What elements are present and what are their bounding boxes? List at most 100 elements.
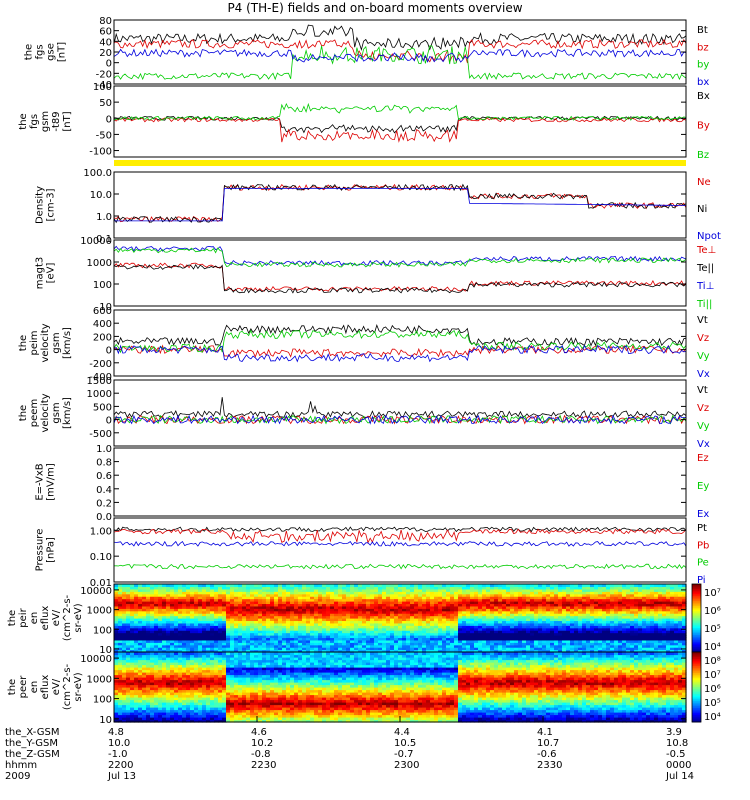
y-tick-label: 10000 xyxy=(80,236,112,247)
series-line-temp-2 xyxy=(113,245,687,266)
footer-value xyxy=(537,771,562,782)
y-tick-label: 100 xyxy=(93,625,112,636)
plot-title: P4 (TH-E) fields and on-board moments ov… xyxy=(227,1,523,15)
footer-value: 4.8 xyxy=(108,727,124,738)
y-tick-label: -20 xyxy=(96,69,112,80)
series-line-fgs_gsm-2 xyxy=(113,102,687,121)
legend-entry: Ex xyxy=(697,509,709,520)
series-line-pressure-3 xyxy=(113,540,687,547)
footer-value: 2200 xyxy=(108,760,134,771)
series-line-peem-0 xyxy=(113,397,687,419)
y-tick-label: 40 xyxy=(99,37,112,48)
y-tick-label: 400 xyxy=(93,319,112,330)
series-line-fgs_gse-3 xyxy=(113,48,687,63)
footer-value: 4.1 xyxy=(537,727,553,738)
footer-column: 4.1 10.7 -0.6 2330 xyxy=(537,727,562,782)
series-line-pressure-2 xyxy=(113,563,687,570)
colorbar-tick-label: 10⁴ xyxy=(704,642,721,653)
series-line-fgs_gse-0 xyxy=(113,24,687,52)
y-tick-label: -40 xyxy=(96,80,112,91)
footer-value: 10.0 xyxy=(108,738,131,749)
series-line-peim-0 xyxy=(113,323,687,347)
footer-value: 10.7 xyxy=(537,738,560,749)
legend-entry: Vy xyxy=(697,421,710,432)
y-tick-label: 100 xyxy=(93,82,112,93)
colorbar-tick-label: 10⁷ xyxy=(704,588,721,599)
legend-entry: bx xyxy=(697,77,709,88)
footer-value: 2230 xyxy=(251,760,277,771)
footer-value: Jul 14 xyxy=(666,771,694,782)
legend-entry: Pt xyxy=(697,523,707,534)
legend-entry: Ez xyxy=(697,453,709,464)
y-axis-label: thepeerenefluxeV/(cm^2-s-sr-eV) xyxy=(7,663,84,710)
legend-entry: Vy xyxy=(697,351,710,362)
footer-value xyxy=(251,771,276,782)
panel-peer: 10⁸ 10⁷ 10⁶ 10⁵ 10⁴ 10000 1000 100 10 thepeerenef… xyxy=(7,651,721,726)
panel-peem: 1500 1000 500 0 -500 thepeemvelocitygsm[km/s]… xyxy=(18,376,710,450)
y-tick-label: 1500 xyxy=(87,376,112,387)
legend-fgs_gsm: Bx By Bz xyxy=(697,91,710,161)
y-tick-label: 10 xyxy=(99,715,112,726)
y-tick-label: 0.4 xyxy=(96,485,112,496)
y-tick-label: -50 xyxy=(96,130,112,141)
footer-row-labels: the_X-GSM the_Y-GSM the_Z-GSM hhmm 2009 xyxy=(5,727,115,782)
footer-value xyxy=(394,771,419,782)
series-line-temp-3 xyxy=(113,247,687,268)
y-axis-label: thepeimvelocitygsm[km/s] xyxy=(18,323,73,362)
legend-entry: Pi xyxy=(697,575,706,586)
y-tick-label: 200 xyxy=(93,332,112,343)
series-line-density-0 xyxy=(113,183,687,224)
colorbar-tick-label: 10⁶ xyxy=(704,684,721,695)
footer-column: 3.9 10.8 -0.5 0000 Jul 14 xyxy=(666,727,694,782)
footer-value: 4.6 xyxy=(251,727,267,738)
y-axis-label: magt3[eV] xyxy=(35,257,57,290)
legend-peim: Vt Vz Vy Vx xyxy=(697,315,710,380)
footer-value: -0.8 xyxy=(251,749,271,760)
footer-column: 4.4 10.5 -0.7 2300 xyxy=(394,727,419,782)
y-tick-label: 0.6 xyxy=(96,471,112,482)
y-tick-label: 100 xyxy=(93,280,112,291)
y-tick-label: 0 xyxy=(106,59,112,70)
legend-density: Ne Ni Npot xyxy=(697,177,721,242)
footer-label-hhmm: hhmm xyxy=(5,760,38,771)
series-line-fgs_gse-2 xyxy=(113,45,687,81)
legend-exb: Ez Ey Ex xyxy=(697,453,709,520)
y-tick-label: 100.0 xyxy=(83,168,112,179)
panel-frame xyxy=(113,447,687,517)
legend-entry: Pb xyxy=(697,540,709,551)
legend-entry: Ni xyxy=(697,204,707,215)
footer-value: -0.6 xyxy=(537,749,557,760)
legend-entry: Te⊥ xyxy=(696,245,716,256)
colorbar-tick-label: 10⁵ xyxy=(704,624,721,635)
panel-exb: 1.0 0.8 0.6 0.4 0.2 0.0 E=-VxB[mV/m] Ez Ey Ex xyxy=(35,444,710,523)
y-tick-label: 10000 xyxy=(80,654,112,665)
legend-entry: Ti|| xyxy=(696,299,712,310)
y-tick-label: 1.00 xyxy=(90,526,112,537)
y-tick-label: 600 xyxy=(93,306,112,317)
legend-entry: Pe xyxy=(697,558,709,569)
y-tick-label: 1000 xyxy=(87,674,112,685)
panel-frame xyxy=(113,19,687,85)
footer-value: 2330 xyxy=(537,760,563,771)
panel-peim: 600 400 200 0 -200 -400 thepeimvelocitygsm[km/… xyxy=(18,306,710,383)
panel-frame xyxy=(113,239,687,307)
legend-entry: by xyxy=(697,60,709,71)
y-tick-label: 0.01 xyxy=(90,578,112,589)
panel-frame xyxy=(113,85,687,158)
y-tick-label: 10 xyxy=(99,645,112,656)
colorbar-tick-label: 10⁶ xyxy=(704,606,721,617)
y-tick-label: 0.10 xyxy=(90,552,112,563)
y-tick-label: 60 xyxy=(99,27,112,38)
series-line-pressure-1 xyxy=(113,528,687,544)
series-line-density-1 xyxy=(113,183,687,224)
y-tick-label: 1.0 xyxy=(96,212,112,223)
legend-entry: Vt xyxy=(697,385,708,396)
y-axis-label: thefgsgsm-t89[nT] xyxy=(18,111,73,132)
legend-entry: Bx xyxy=(697,91,710,102)
footer-value: 4.4 xyxy=(394,727,410,738)
footer-label-y-gsm: the_Y-GSM xyxy=(5,738,59,749)
footer-value: 10.5 xyxy=(394,738,417,749)
y-axis-label: thefgsgse[nT] xyxy=(24,42,68,62)
y-tick-label: 0.2 xyxy=(96,498,112,509)
